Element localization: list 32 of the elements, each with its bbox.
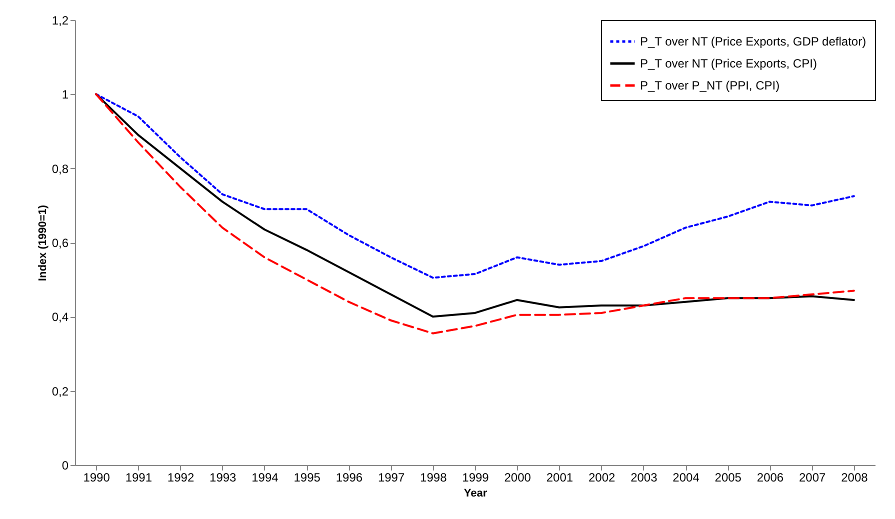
- y-axis-title: Index (1990=1): [36, 204, 49, 282]
- x-tick-label: 1994: [252, 470, 279, 484]
- legend-label: P_T over NT (Price Exports, CPI): [640, 56, 817, 70]
- x-tick-label: 1992: [167, 470, 194, 484]
- x-tick-label: 2002: [588, 470, 616, 484]
- y-tick-label: 0,6: [52, 236, 69, 250]
- x-tick-label: 1991: [125, 470, 152, 484]
- line-series: [95, 93, 855, 279]
- x-tick-label: 2008: [841, 470, 868, 484]
- x-tick-label: 1999: [462, 470, 490, 484]
- y-tick-label: 0,8: [52, 162, 69, 176]
- legend-label: P_T over NT (Price Exports, GDP deflator): [640, 34, 866, 48]
- x-tick-label: 2007: [798, 470, 826, 484]
- x-tick-label: 1990: [83, 470, 110, 484]
- x-tick-label: 1998: [420, 470, 448, 484]
- y-tick-label: 0,2: [52, 384, 69, 398]
- x-tick-label: 2006: [756, 470, 784, 484]
- x-tick-label: 1995: [294, 470, 321, 484]
- y-tick-label: 1: [62, 88, 69, 102]
- x-tick-label: 2000: [504, 470, 532, 484]
- x-tick-label: 2003: [630, 470, 658, 484]
- legend-label: P_T over P_NT (PPI, CPI): [640, 78, 780, 92]
- y-tick-label: 1,2: [52, 14, 69, 28]
- x-axis-title: Year: [464, 488, 488, 500]
- x-tick-label: 1993: [210, 470, 237, 484]
- y-tick-label: 0: [62, 458, 69, 472]
- x-tick-label: 2005: [714, 470, 742, 484]
- y-tick-label: 0,4: [52, 310, 69, 324]
- x-tick-label: 2001: [546, 470, 574, 484]
- x-tick-label: 1996: [336, 470, 363, 484]
- x-tick-label: 2004: [672, 470, 700, 484]
- x-tick-label: 1997: [378, 470, 405, 484]
